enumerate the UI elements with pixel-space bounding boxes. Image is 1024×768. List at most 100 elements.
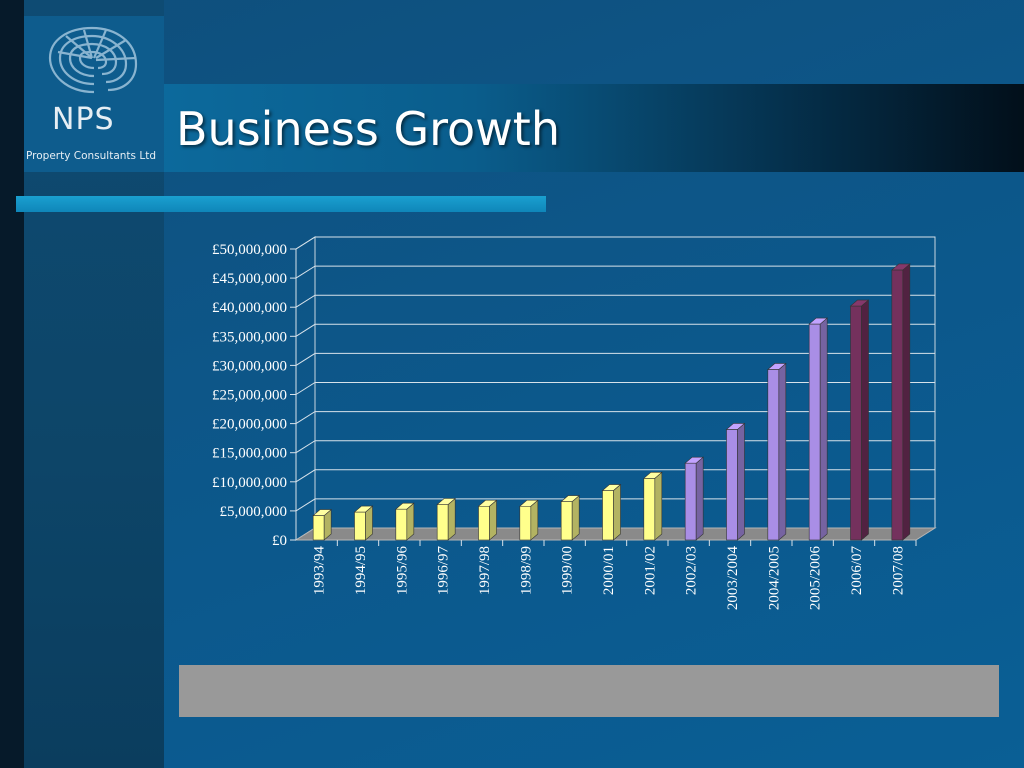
logo-name: NPS: [52, 102, 115, 137]
bar-top: [725, 423, 746, 430]
bar-side: [778, 362, 787, 541]
bar-front: [519, 505, 532, 541]
caption-box: [179, 665, 999, 717]
bar-front: [850, 305, 862, 541]
slide-title: Business Growth: [176, 102, 560, 156]
y-axis-ticks: £0 £5,000,000 £10,000,000 £15,000,000 £20,00…: [212, 242, 297, 549]
y-tick-label: £30,000,000: [212, 358, 287, 374]
bar-side: [737, 422, 745, 541]
x-tick-label: 1996/97: [436, 546, 452, 596]
bar-front: [395, 508, 408, 541]
x-tick-label: 1998/99: [518, 546, 534, 595]
x-tick-label: 2000/01: [601, 546, 617, 595]
bar-top: [353, 505, 374, 513]
gridline: [295, 352, 935, 366]
x-tick-label: 1995/96: [394, 546, 410, 596]
x-tick-label: 1994/95: [353, 546, 369, 595]
bar-side: [861, 299, 869, 541]
bar-top: [601, 484, 622, 491]
y-tick-label: £50,000,000: [212, 242, 287, 258]
x-tick-label: 1997/98: [477, 546, 493, 595]
y-tick-label: £35,000,000: [212, 329, 287, 345]
bar-front: [354, 511, 366, 541]
bar-front: [808, 323, 821, 541]
gridline: [295, 265, 935, 279]
gridline: [295, 236, 935, 250]
bar: [395, 502, 415, 541]
y-tick-label: £25,000,000: [212, 388, 287, 404]
bar: [767, 362, 787, 541]
bar-side: [571, 494, 580, 541]
chart-bars: [312, 263, 911, 541]
y-tick-label: £40,000,000: [212, 300, 287, 316]
bar-front: [602, 490, 614, 541]
bar-top: [519, 499, 539, 507]
bar-front: [643, 478, 656, 541]
bar: [560, 494, 580, 541]
bar-top: [808, 317, 828, 325]
title-band: [24, 84, 1024, 172]
company-logo: [24, 16, 164, 172]
bar-front: [767, 369, 780, 541]
x-tick-label: 2001/02: [642, 546, 658, 595]
bar: [436, 497, 456, 541]
bar-side: [406, 502, 415, 541]
logo-subtitle: Property Consultants Ltd: [26, 150, 156, 162]
bar-side: [695, 456, 704, 541]
nautilus-icon: [48, 26, 138, 94]
x-tick-label: 1993/94: [312, 546, 328, 596]
bar: [353, 505, 374, 541]
bar: [643, 471, 663, 541]
bar-top: [395, 502, 415, 510]
x-axis-ticks: 1993/94 1994/95 1995/96 1996/97 1997/98 1998/…: [312, 540, 917, 611]
gridline: [295, 411, 935, 425]
bar-side: [819, 317, 828, 541]
bar-front: [891, 269, 904, 541]
y-tick-label: £5,000,000: [220, 504, 288, 520]
bar-top: [643, 472, 663, 479]
bar-side: [447, 497, 456, 541]
gridline: [295, 440, 935, 454]
accent-bar: [16, 196, 546, 212]
x-tick-label: 2005/2006: [808, 546, 824, 611]
bar-side: [654, 471, 663, 541]
x-tick-label: 2004/2005: [766, 546, 782, 610]
bar: [601, 483, 622, 541]
bar-side: [902, 263, 911, 541]
bar: [519, 499, 539, 541]
bar: [725, 422, 746, 541]
bar: [684, 456, 704, 541]
bar: [477, 499, 498, 541]
bar-top: [684, 456, 704, 464]
bar-front: [560, 501, 573, 541]
x-tick-label: 2002/03: [684, 546, 700, 595]
bar: [849, 299, 870, 541]
bar-front: [312, 515, 325, 541]
bar-side: [530, 499, 539, 541]
gridline: [295, 294, 935, 308]
gridline: [295, 382, 935, 395]
bar-top: [767, 363, 787, 370]
bar: [312, 508, 332, 541]
bar-side: [613, 483, 621, 541]
bar: [891, 263, 911, 541]
x-tick-label: 2007/08: [890, 546, 906, 595]
gridline: [295, 323, 935, 337]
bar-top: [849, 299, 870, 307]
x-tick-label: 2003/2004: [725, 546, 741, 611]
y-tick-label: £45,000,000: [212, 271, 287, 287]
bar-front: [726, 429, 738, 541]
x-tick-label: 2006/07: [849, 546, 865, 596]
left-dark-strip: [0, 0, 24, 768]
bar-top: [891, 263, 911, 271]
bar-top: [560, 495, 580, 502]
bar-front: [684, 462, 697, 541]
y-tick-label: £10,000,000: [212, 475, 287, 491]
bar-side: [489, 499, 497, 541]
y-tick-label: £0: [272, 533, 287, 549]
x-tick-label: 1999/00: [560, 546, 576, 595]
y-tick-label: £15,000,000: [212, 446, 287, 462]
bar-front: [436, 504, 449, 541]
gridline: [295, 469, 935, 483]
